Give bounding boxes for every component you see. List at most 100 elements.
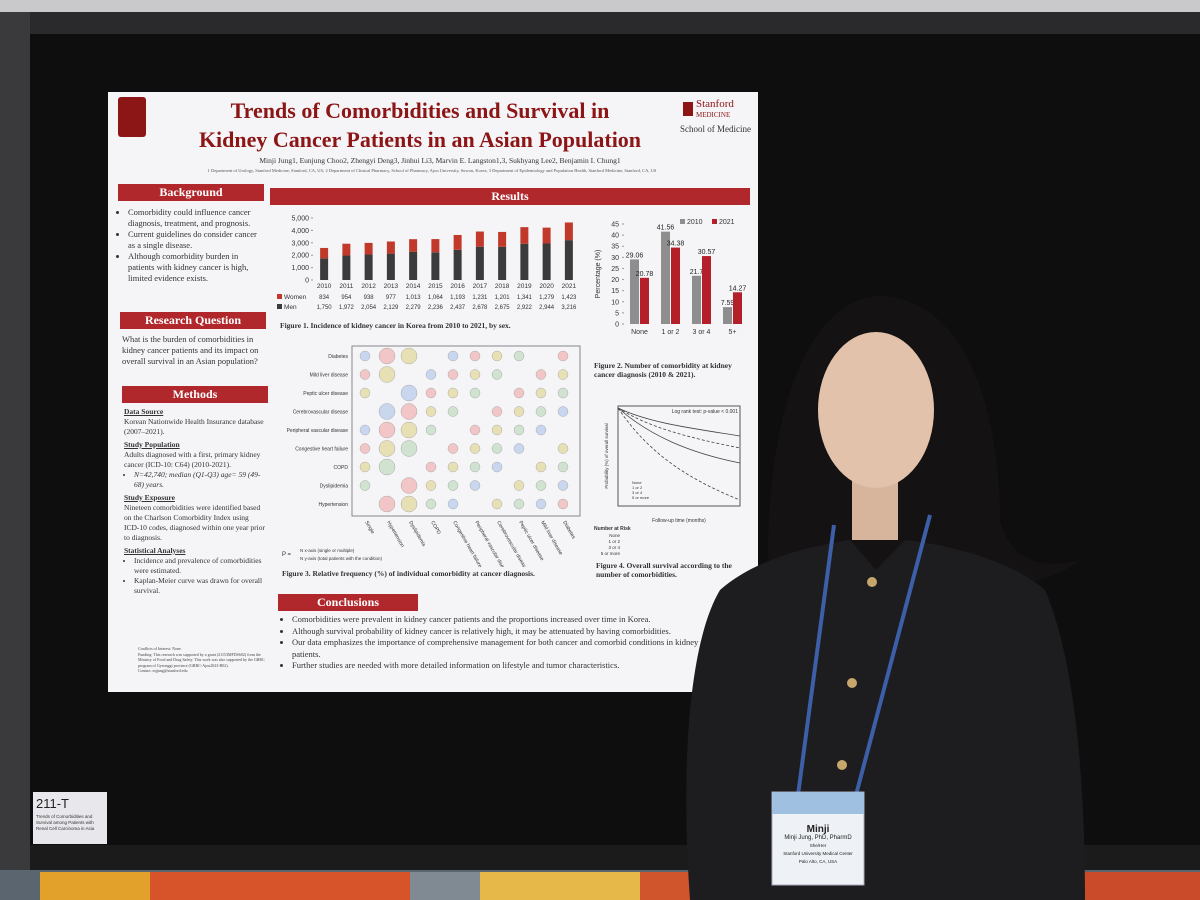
bar-segment <box>453 249 462 280</box>
bubble <box>447 350 459 362</box>
bar <box>640 277 649 324</box>
y-tick-label: 35 <box>611 244 619 251</box>
bubble <box>535 369 547 380</box>
bullet: N=42,740; median (Q1-Q3) age= 59 (49-68)… <box>134 470 266 490</box>
row-label: Mild liver disease <box>310 373 349 379</box>
value-label: 1,423 <box>561 295 577 301</box>
bar-segment <box>320 258 329 280</box>
text: Korean Nationwide Health Insurance datab… <box>124 417 264 436</box>
bubble <box>359 424 371 436</box>
bar <box>630 259 639 324</box>
bubble <box>535 424 547 436</box>
value-label: 2,279 <box>406 305 422 311</box>
x-tick-label: 2021 <box>562 283 577 290</box>
sub-heading: Study Exposure <box>124 493 175 502</box>
y-tick-label: 3,000 <box>291 240 309 247</box>
formula: P = <box>282 552 292 558</box>
bullet: Kaplan-Meier curve was drawn for overall… <box>134 576 266 596</box>
section-heading: Conclusions <box>278 594 418 611</box>
bubble <box>447 443 459 454</box>
survival-curve <box>617 407 741 449</box>
bar-segment <box>564 240 573 280</box>
legend-label: None <box>632 480 642 485</box>
figure-caption: Figure 1. Incidence of kidney cancer in … <box>280 321 511 330</box>
figure-caption: Figure 4. Overall survival according to … <box>596 561 732 579</box>
value-label: 1,341 <box>517 295 533 301</box>
legend-swatch <box>277 304 282 309</box>
bar-segment <box>520 243 529 280</box>
bubble <box>557 387 569 399</box>
figure-4: Log rank test: p-value < 0.001 Probabilit… <box>594 405 741 556</box>
bubble <box>400 347 418 365</box>
sub-heading: Data Source <box>124 407 164 416</box>
bubble <box>491 424 503 436</box>
x-tick-label: 5+ <box>729 329 737 336</box>
test-label: Log rank test: p-value < 0.001 <box>672 409 739 415</box>
bubble <box>491 350 503 362</box>
x-tick-label: 2016 <box>450 283 465 290</box>
wall <box>0 0 1200 12</box>
bubble <box>400 384 418 402</box>
value-label: 1,064 <box>428 295 444 301</box>
survival-curve <box>617 407 741 464</box>
x-tick-label: 1 or 2 <box>662 329 680 336</box>
bubble <box>469 387 481 399</box>
bubble <box>378 366 396 383</box>
value-label: 14.27 <box>729 285 747 292</box>
bubble <box>447 369 459 380</box>
x-tick-label: 2017 <box>473 283 488 290</box>
survival-curve <box>617 407 741 501</box>
bar-segment <box>364 254 373 280</box>
bar-segment <box>386 253 395 280</box>
bubble <box>535 461 547 473</box>
bubble <box>359 387 371 399</box>
y-tick-label: 5,000 <box>291 216 309 223</box>
bar-segment <box>542 243 551 280</box>
figure-1: 0 1,000 2,000 3,000 4,000 5,000 2010 2011 2012 20… <box>277 216 577 311</box>
value-label: 21.7 <box>690 269 704 276</box>
methods-text: Data Source Korean Nationwide Health Ins… <box>124 407 266 596</box>
lanyard <box>854 514 932 796</box>
logo-sub: School of Medicine <box>680 124 751 134</box>
button <box>867 577 877 587</box>
row-label: Cerebrovascular disease <box>293 410 349 416</box>
formula: N x-axis (single or multiple) <box>300 548 355 553</box>
value-label: 2,129 <box>383 305 399 311</box>
bullet: Our data emphasizes the importance of co… <box>292 637 752 660</box>
logo-text: Stanford MEDICINE <box>696 99 734 121</box>
bar-segment <box>409 251 418 280</box>
value-label: 2,678 <box>472 305 488 311</box>
bubble <box>513 443 525 454</box>
bar-segment <box>564 222 573 241</box>
bubble <box>359 461 371 473</box>
bubble <box>513 387 525 399</box>
y-axis-label: Probability (%) of overall survival <box>604 423 609 488</box>
row-label: Diabetes <box>328 354 348 360</box>
bubble <box>491 443 503 454</box>
bar-segment <box>542 227 551 244</box>
row-label: Peripheral vascular disease <box>287 428 349 434</box>
x-tick-label: 2010 <box>317 283 332 290</box>
y-tick-label: 30 <box>611 255 619 262</box>
risk-label: Number at Risk <box>594 526 631 532</box>
formula: N y-axis (total patients with the condit… <box>300 556 383 561</box>
y-tick-label: 1,000 <box>291 265 309 272</box>
bubble <box>400 421 418 439</box>
bar-segment <box>431 252 440 280</box>
bullet: Incidence and prevalence of comorbiditie… <box>134 556 266 576</box>
value-label: 1,750 <box>317 305 333 311</box>
y-tick-label: 15 <box>611 288 619 295</box>
x-tick-label: None <box>631 329 648 336</box>
bubble <box>491 498 503 510</box>
bubble <box>425 406 437 417</box>
footnote: Conflicts of Interest: None. Funding: Th… <box>138 646 268 674</box>
bar-segment <box>320 247 329 259</box>
matrix-frame <box>351 345 581 517</box>
bullet: Further studies are needed with more det… <box>292 660 752 672</box>
bar <box>671 247 680 324</box>
bar-segment <box>475 246 484 280</box>
x-tick-label: 2011 <box>339 283 353 290</box>
research-text: What is the burden of comorbidities in k… <box>122 334 259 366</box>
